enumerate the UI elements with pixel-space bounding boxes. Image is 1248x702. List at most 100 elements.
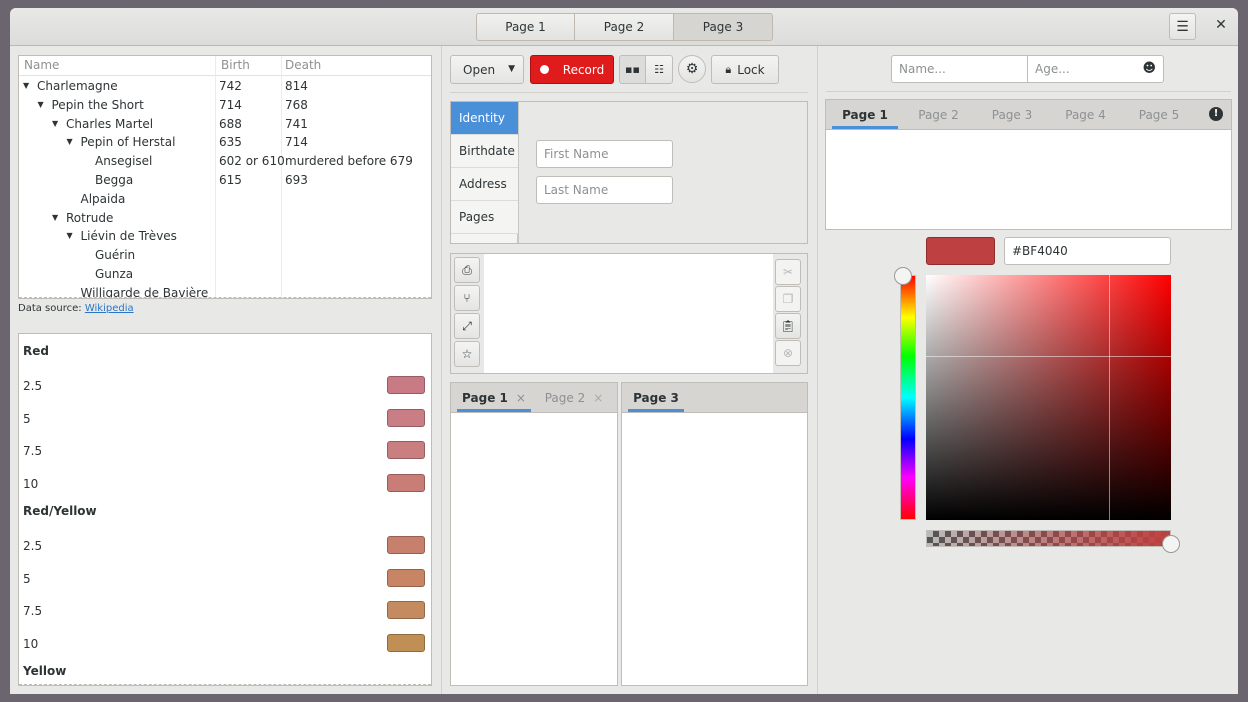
list-header: Red [23,344,49,358]
hex-color-input[interactable]: #BF4040 [1004,237,1171,265]
list-item-label: 10 [23,636,39,651]
name-cell: Guérin [95,248,136,263]
column-birth[interactable]: Birth [221,58,250,72]
alpha-slider-handle[interactable] [1162,535,1180,553]
tree-row[interactable]: Guérin [19,246,431,265]
last-name-input[interactable]: Last Name [536,176,673,204]
color-swatch-button[interactable] [387,601,425,620]
name-cell: Alpaida [80,191,126,206]
birth-cell: 615 [219,173,242,187]
tab-page-2[interactable]: Page 2 [918,107,959,122]
tree-row[interactable]: Begga 615 693 [19,171,431,190]
tree-view[interactable]: Name Birth Death ▼ Charlemagne 742 814 ▼ Pepi… [18,55,432,299]
tree-row[interactable]: ▼ Charlemagne 742 814 [19,77,431,96]
notebook-left: Page 1 × Page 2 × [450,382,618,686]
tab-page-3[interactable]: Page 3 [628,383,684,412]
expander-icon[interactable]: ▼ [52,118,59,128]
tree-row[interactable]: ▼ Charles Martel 688 741 [19,115,431,134]
header-bar: Page 1 Page 2 Page 3 ☰ ✕ [10,8,1238,46]
clear-icon[interactable]: ⊗ [775,340,801,366]
close-icon[interactable]: ✕ [1215,17,1227,33]
warning-icon[interactable]: ! [1209,107,1223,121]
list-header: Yellow [23,663,67,678]
color-swatch-button[interactable] [387,535,425,554]
settings-gear-icon[interactable]: ⚙ [678,55,706,83]
color-swatch-button[interactable] [387,568,425,587]
star-icon[interactable]: ☆ [454,341,480,367]
hue-slider-handle[interactable] [894,267,912,285]
open-menu-button[interactable]: Open ▼ [450,55,524,84]
list-item-label: 7.5 [23,604,43,619]
fullscreen-icon[interactable]: ⤢ [454,313,480,339]
alpha-slider[interactable] [926,530,1180,553]
tree-row[interactable]: ▼ Liévin de Trèves [19,227,431,246]
color-swatch-button[interactable] [387,441,425,460]
stack-page-1[interactable]: Page 1 [476,13,575,41]
expander-icon[interactable]: ▼ [52,212,59,222]
emoji-icon[interactable]: ☻ [1142,61,1156,76]
list-item-label: 2.5 [23,538,43,553]
tab-page-3[interactable]: Page 3 [991,107,1033,122]
tree-row[interactable]: ▼ Rotrude [19,209,431,228]
list-item-label: 10 [23,477,39,492]
name-input[interactable]: Name... [891,55,1028,83]
tree-row[interactable]: ▼ Pepin the Short 714 768 [19,96,431,115]
tree-row[interactable]: ▼ Pepin of Herstal 635 714 [19,133,431,152]
tab-page-1[interactable]: Page 1 [832,100,898,129]
color-swatch-button[interactable] [387,376,425,394]
record-label: Record [562,62,605,77]
color-list-box[interactable]: Red 2.5 5 7.5 10 Red/Yellow 2.5 5 7.5 10 Yellow [18,333,432,686]
column-death[interactable]: Death [285,58,322,72]
list-view-button[interactable]: ☷ [645,55,673,84]
chevron-down-icon: ▼ [508,64,515,74]
tree-row[interactable]: Gunza [19,265,431,284]
copy-icon[interactable]: ❐ [775,286,801,312]
tab-page-1[interactable]: Page 1 × [457,383,531,412]
name-cell: Rotrude [66,210,114,225]
wikipedia-link[interactable]: Wikipedia [84,303,134,314]
lock-button[interactable]: 🔒︎ Lock [711,55,779,84]
color-swatch[interactable] [926,237,995,265]
tree-row[interactable]: Ansegisel 602 or 610 murdered before 679 [19,152,431,171]
record-button[interactable]: Record [530,55,614,84]
side-tab-pages[interactable]: Pages [451,201,518,234]
color-swatch-button[interactable] [387,474,425,493]
tab-page-5[interactable]: Page 5 [1138,107,1180,122]
paste-icon[interactable]: 📋︎ [775,313,801,339]
name-cell: Willigarde de Bavière [80,285,209,299]
data-source: Data source: Wikipedia [18,303,134,314]
side-tab-birthdate[interactable]: Birthdate [451,135,518,168]
death-cell: 741 [285,116,308,131]
hue-slider[interactable] [894,267,916,520]
close-tab-icon[interactable]: × [593,390,604,405]
expander-icon[interactable]: ▼ [66,231,73,241]
color-swatch-button[interactable] [387,633,425,652]
first-name-input[interactable]: First Name [536,140,673,168]
network-icon[interactable]: ⑂ [454,285,480,311]
age-input[interactable]: Age... ☻ [1027,55,1164,83]
expander-icon[interactable]: ▼ [37,99,44,109]
text-view[interactable] [484,254,773,373]
tree-row[interactable]: Alpaida [19,190,431,209]
expander-icon[interactable]: ▼ [66,137,73,147]
list-item-label: 5 [23,411,31,426]
cut-icon[interactable]: ✂ [775,259,801,285]
column-name[interactable]: Name [24,58,60,72]
name-cell: Gunza [95,267,134,281]
close-tab-icon[interactable]: × [515,390,526,405]
tab-page-2[interactable]: Page 2 × [544,390,604,405]
side-tab-address[interactable]: Address [451,168,518,201]
expander-icon[interactable]: ▼ [23,81,30,90]
side-tab-identity[interactable]: Identity [451,102,518,135]
grid-view-button[interactable]: ▪▪ [619,55,646,84]
hamburger-menu-icon[interactable]: ☰ [1169,13,1196,40]
color-plane[interactable] [926,275,1171,520]
color-swatch-button[interactable] [387,408,425,427]
tab-page-4[interactable]: Page 4 [1065,107,1106,122]
tree-row[interactable]: Willigarde de Bavière [19,284,431,299]
separator [817,46,818,694]
printer-icon[interactable]: ⎙ [454,257,480,283]
name-cell: Pepin the Short [51,97,144,112]
stack-page-2[interactable]: Page 2 [575,13,674,41]
stack-page-3[interactable]: Page 3 [674,13,773,41]
